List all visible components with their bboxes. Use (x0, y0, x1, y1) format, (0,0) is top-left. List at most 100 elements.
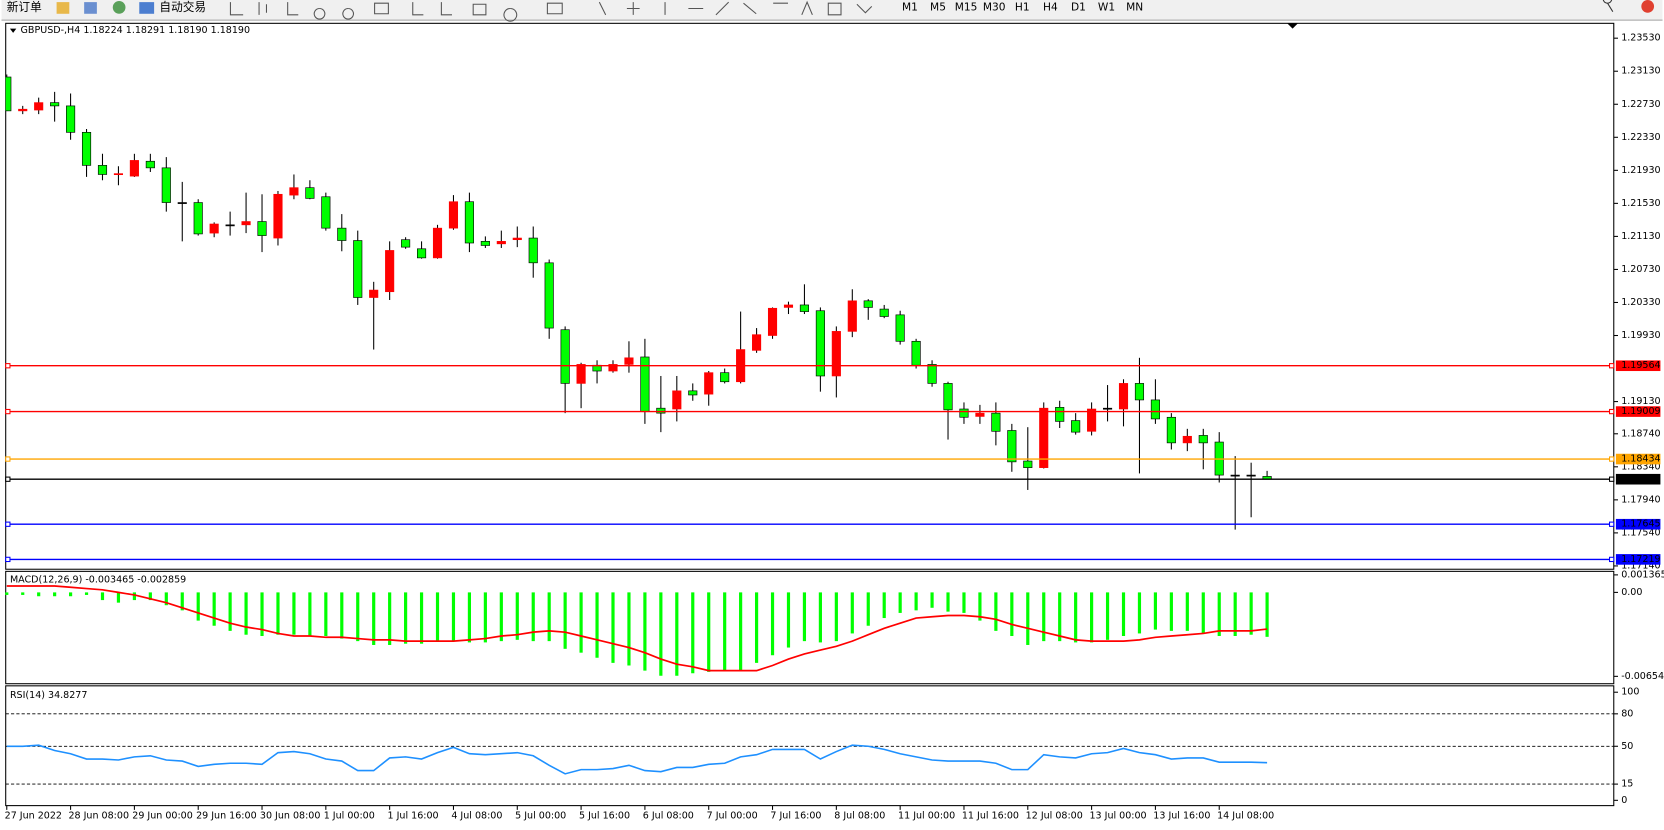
timeframe-button[interactable]: W1 (1098, 1, 1115, 13)
candle-body (895, 314, 905, 342)
candle-body (337, 227, 347, 241)
x-tick-label: 13 Jul 16:00 (1153, 811, 1210, 822)
level-label: 1.19009 (1621, 406, 1660, 417)
level-handle (1608, 556, 1615, 563)
candle-body (1102, 407, 1113, 410)
y-tick-label: 1.23130 (1621, 66, 1660, 77)
candle-body (448, 201, 459, 229)
level-handle (1608, 456, 1615, 462)
y-tick-label: 1.19130 (1621, 396, 1660, 407)
x-tick-label: 8 Jul 08:00 (834, 811, 885, 822)
candle-body (129, 160, 139, 177)
candle-body (289, 187, 299, 196)
new-order[interactable]: 新订单 (7, 0, 42, 14)
level-handle (5, 456, 11, 462)
candle-body (369, 289, 379, 298)
menu-arrow (9, 28, 17, 33)
y-tick-label: 1.21130 (1621, 231, 1660, 242)
timeframe-button[interactable]: MN (1126, 1, 1143, 13)
y-tick-label: 0 (1621, 795, 1627, 806)
candle-body (911, 340, 921, 366)
candle-body (799, 304, 809, 312)
candle-body (879, 308, 889, 317)
y-tick-label: 1.17540 (1621, 527, 1660, 538)
icon[interactable] (139, 2, 155, 14)
shift-marker (1287, 23, 1298, 29)
candle-body (321, 196, 331, 229)
icon[interactable] (56, 2, 70, 14)
level-handle (5, 363, 11, 369)
x-tick-label: 29 Jun 16:00 (196, 811, 257, 822)
candle-body (767, 307, 778, 336)
level-handle (1608, 408, 1615, 415)
y-tick-label: 50 (1621, 741, 1633, 752)
auto-trading[interactable]: 自动交易 (159, 0, 206, 14)
candle-body (496, 241, 506, 245)
candle-body (672, 390, 682, 410)
candle-body (959, 408, 969, 418)
x-tick-label: 11 Jul 16:00 (962, 811, 1019, 822)
timeframe-button[interactable]: M15 (955, 1, 978, 13)
candle-body (225, 224, 235, 227)
level-handle (1608, 476, 1615, 482)
level-handle (5, 521, 11, 527)
icon[interactable] (112, 1, 126, 14)
timeframe-button[interactable]: M30 (983, 1, 1006, 13)
level-label-bg (1615, 360, 1661, 372)
candle-body (1023, 460, 1033, 468)
x-tick-label: 14 Jul 08:00 (1217, 811, 1274, 822)
notification-icon[interactable] (1641, 0, 1655, 13)
candle-body (161, 167, 171, 203)
candle-body (720, 372, 730, 383)
candle-body (34, 102, 44, 111)
icon[interactable] (84, 2, 97, 14)
x-tick-label: 12 Jul 08:00 (1026, 811, 1083, 822)
x-tick-label: 13 Jul 00:00 (1089, 811, 1146, 822)
panel-title: RSI(14) 34.8277 (10, 690, 88, 701)
candle-body (704, 372, 714, 395)
y-tick-label: 1.17940 (1621, 494, 1660, 505)
candle-body (815, 310, 825, 377)
toolbar: 新订单 自动交易 M1 M5 M15 M30 H1 H4 D1 W1 MN (1, 0, 1663, 22)
candle-body (401, 239, 411, 248)
timeframe-button[interactable]: M1 (902, 1, 918, 13)
main-panel (5, 22, 1615, 570)
candle-body (783, 304, 794, 308)
y-tick-label: 1.19930 (1621, 330, 1660, 341)
candle-body (1087, 408, 1097, 432)
candle-body (831, 331, 841, 377)
candle-body (464, 201, 474, 244)
x-tick-label: 4 Jul 08:00 (451, 811, 502, 822)
candle-body (1230, 474, 1240, 477)
level-label: 1.18434 (1621, 454, 1660, 465)
candle-body (81, 132, 92, 166)
candle-body (1182, 435, 1192, 444)
level-handle (5, 408, 11, 415)
rsi-panel (5, 685, 1615, 807)
candle-body (847, 300, 857, 332)
timeframe-button[interactable]: D1 (1071, 1, 1086, 13)
candle-body (113, 173, 124, 176)
macd-panel (5, 570, 1615, 685)
timeframe-button[interactable]: H1 (1015, 1, 1030, 13)
candle-body (975, 412, 985, 417)
timeframes: M1 M5 M15 M30 H1 H4 D1 W1 MN (902, 1, 1143, 13)
x-tick-label: 11 Jul 00:00 (898, 811, 955, 822)
candle-body (1039, 407, 1049, 468)
timeframe-button[interactable]: M5 (930, 1, 946, 13)
candle-body (97, 165, 108, 175)
candle-body (863, 300, 873, 308)
y-tick-label: 1.22730 (1621, 99, 1660, 110)
timeframe-button[interactable]: H4 (1043, 1, 1058, 13)
candle-body (50, 102, 60, 107)
search-icon[interactable] (1602, 0, 1614, 12)
candle-body (656, 407, 666, 414)
level-handle (5, 476, 11, 482)
candle-body (145, 160, 155, 169)
tool-icons (229, 0, 873, 22)
y-tick-label: 0.001365 (1621, 569, 1664, 580)
candle-body (480, 241, 490, 246)
y-tick-label: 1.18340 (1621, 461, 1660, 472)
y-tick-label: 1.23530 (1621, 33, 1660, 44)
